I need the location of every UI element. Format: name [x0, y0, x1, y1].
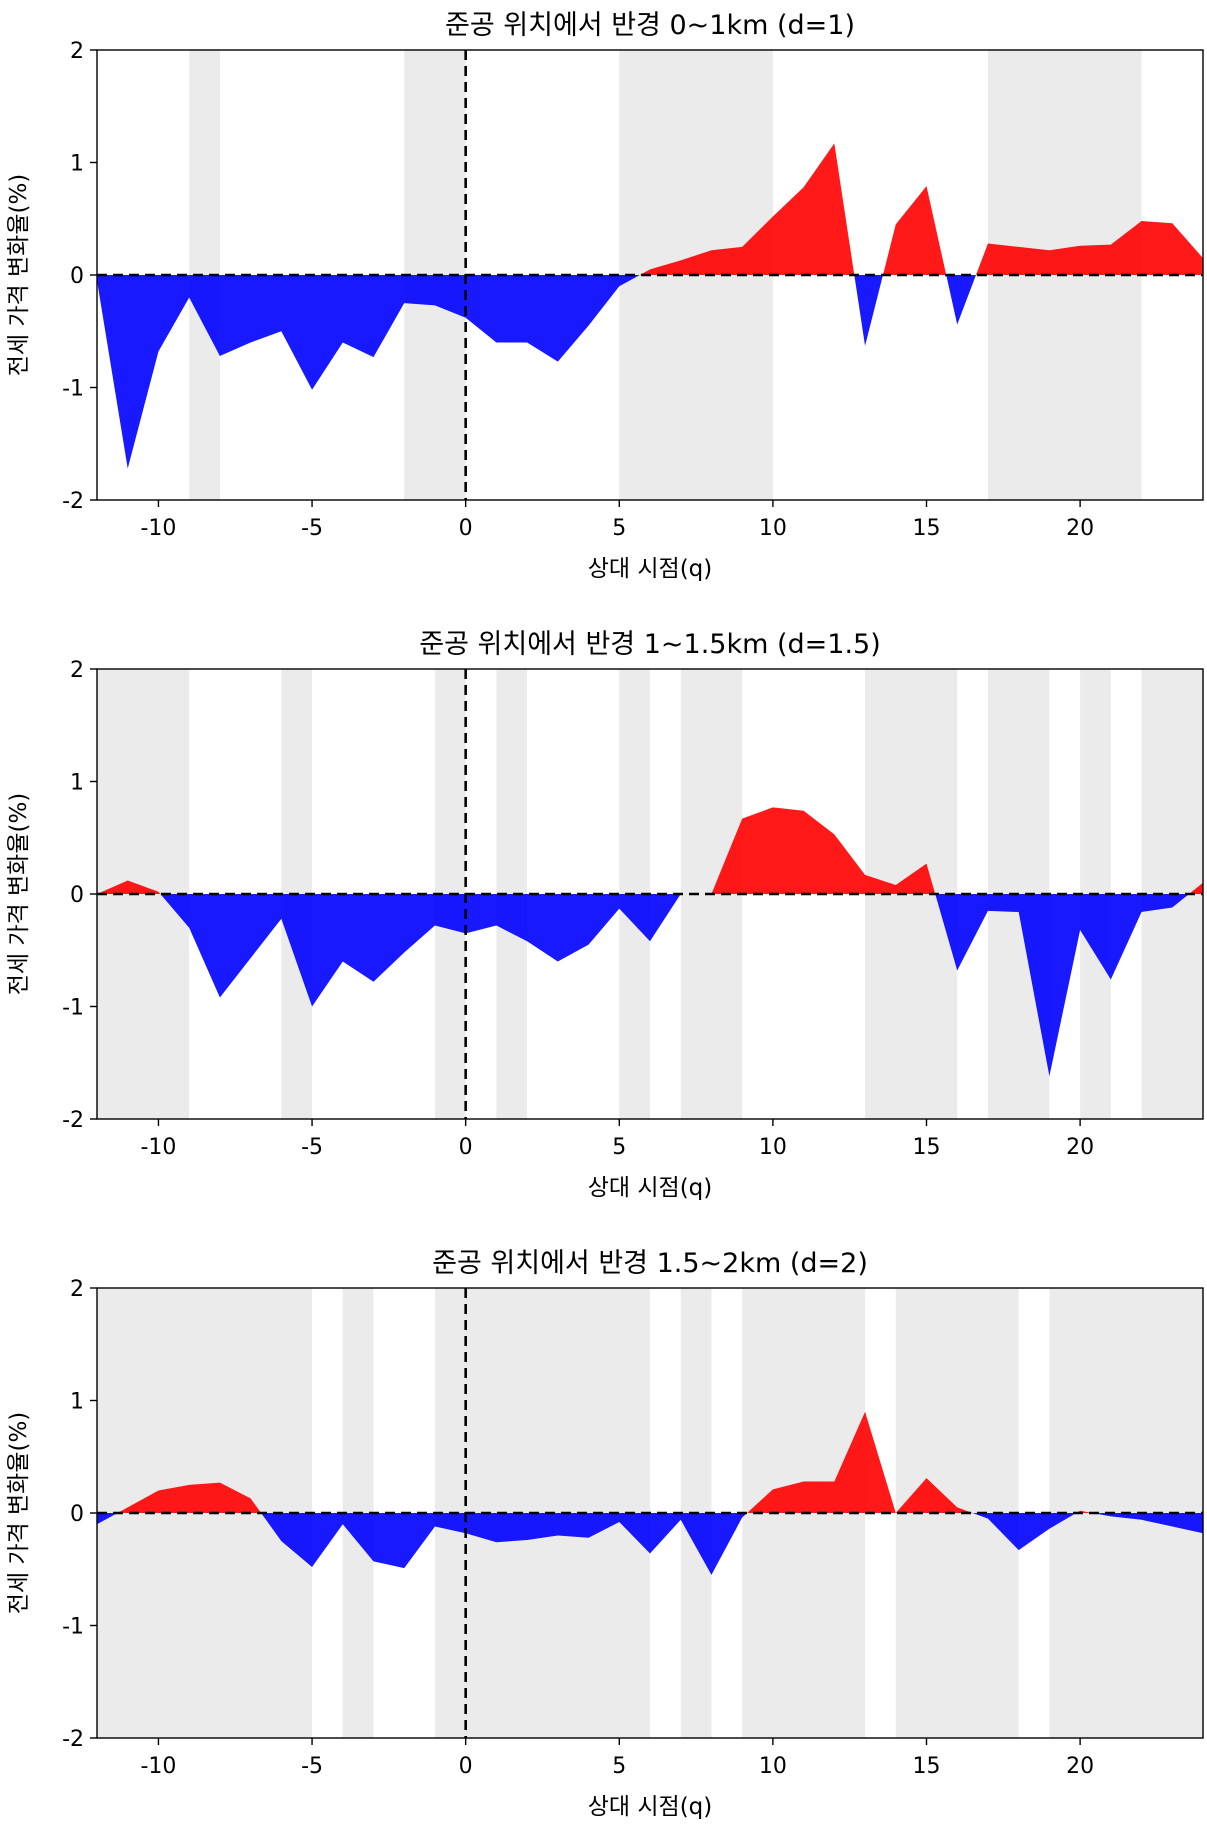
y-tick-label: -2	[62, 1108, 84, 1133]
positive-change-area	[97, 807, 1203, 894]
chart-title: 준공 위치에서 반경 0~1km (d=1)	[445, 10, 855, 41]
x-tick-label: 15	[913, 1754, 941, 1779]
y-tick-label: -1	[62, 1615, 84, 1640]
x-tick-label: -5	[301, 516, 323, 541]
x-axis-label: 상대 시점(q)	[588, 1175, 713, 1201]
positive-change-area	[97, 1411, 1203, 1513]
y-tick-label: 0	[70, 264, 84, 289]
x-axis-label: 상대 시점(q)	[588, 556, 713, 582]
y-tick-label: -2	[62, 1727, 84, 1752]
x-tick-label: 15	[913, 1135, 941, 1160]
y-tick-label: 1	[70, 152, 84, 177]
x-tick-label: 5	[612, 1135, 626, 1160]
positive-change-area	[97, 143, 1203, 275]
x-tick-label: 5	[612, 1754, 626, 1779]
y-axis-label: 전세 가격 변화율(%)	[6, 174, 32, 377]
chart-title: 준공 위치에서 반경 1.5~2km (d=2)	[432, 1248, 868, 1279]
negative-change-area	[97, 275, 1203, 469]
chart-title: 준공 위치에서 반경 1~1.5km (d=1.5)	[419, 629, 881, 660]
y-tick-label: -1	[62, 377, 84, 402]
y-tick-label: -1	[62, 996, 84, 1021]
x-tick-label: -5	[301, 1754, 323, 1779]
x-tick-label: 10	[759, 1754, 787, 1779]
y-axis-label: 전세 가격 변화율(%)	[6, 1412, 32, 1615]
negative-change-area	[97, 894, 1203, 1077]
x-tick-label: -10	[140, 516, 176, 541]
x-tick-label: 0	[459, 1754, 473, 1779]
y-tick-label: -2	[62, 489, 84, 514]
x-tick-label: 20	[1066, 516, 1094, 541]
x-axis-label: 상대 시점(q)	[588, 1794, 713, 1820]
y-tick-label: 2	[70, 1277, 84, 1302]
plot-area	[97, 669, 1203, 1119]
y-tick-label: 1	[70, 771, 84, 796]
x-tick-label: -10	[140, 1754, 176, 1779]
y-tick-label: 1	[70, 1390, 84, 1415]
y-tick-label: 2	[70, 39, 84, 64]
y-tick-label: 2	[70, 658, 84, 683]
x-tick-label: 5	[612, 516, 626, 541]
y-tick-label: 0	[70, 1502, 84, 1527]
x-tick-label: 0	[459, 516, 473, 541]
y-tick-label: 0	[70, 883, 84, 908]
x-tick-label: 20	[1066, 1135, 1094, 1160]
negative-change-area	[97, 1513, 1203, 1575]
x-tick-label: 15	[913, 516, 941, 541]
x-tick-label: -10	[140, 1135, 176, 1160]
x-tick-label: 10	[759, 516, 787, 541]
x-tick-label: 0	[459, 1135, 473, 1160]
x-tick-label: -5	[301, 1135, 323, 1160]
y-axis-label: 전세 가격 변화율(%)	[6, 793, 32, 996]
x-tick-label: 10	[759, 1135, 787, 1160]
x-tick-label: 20	[1066, 1754, 1094, 1779]
